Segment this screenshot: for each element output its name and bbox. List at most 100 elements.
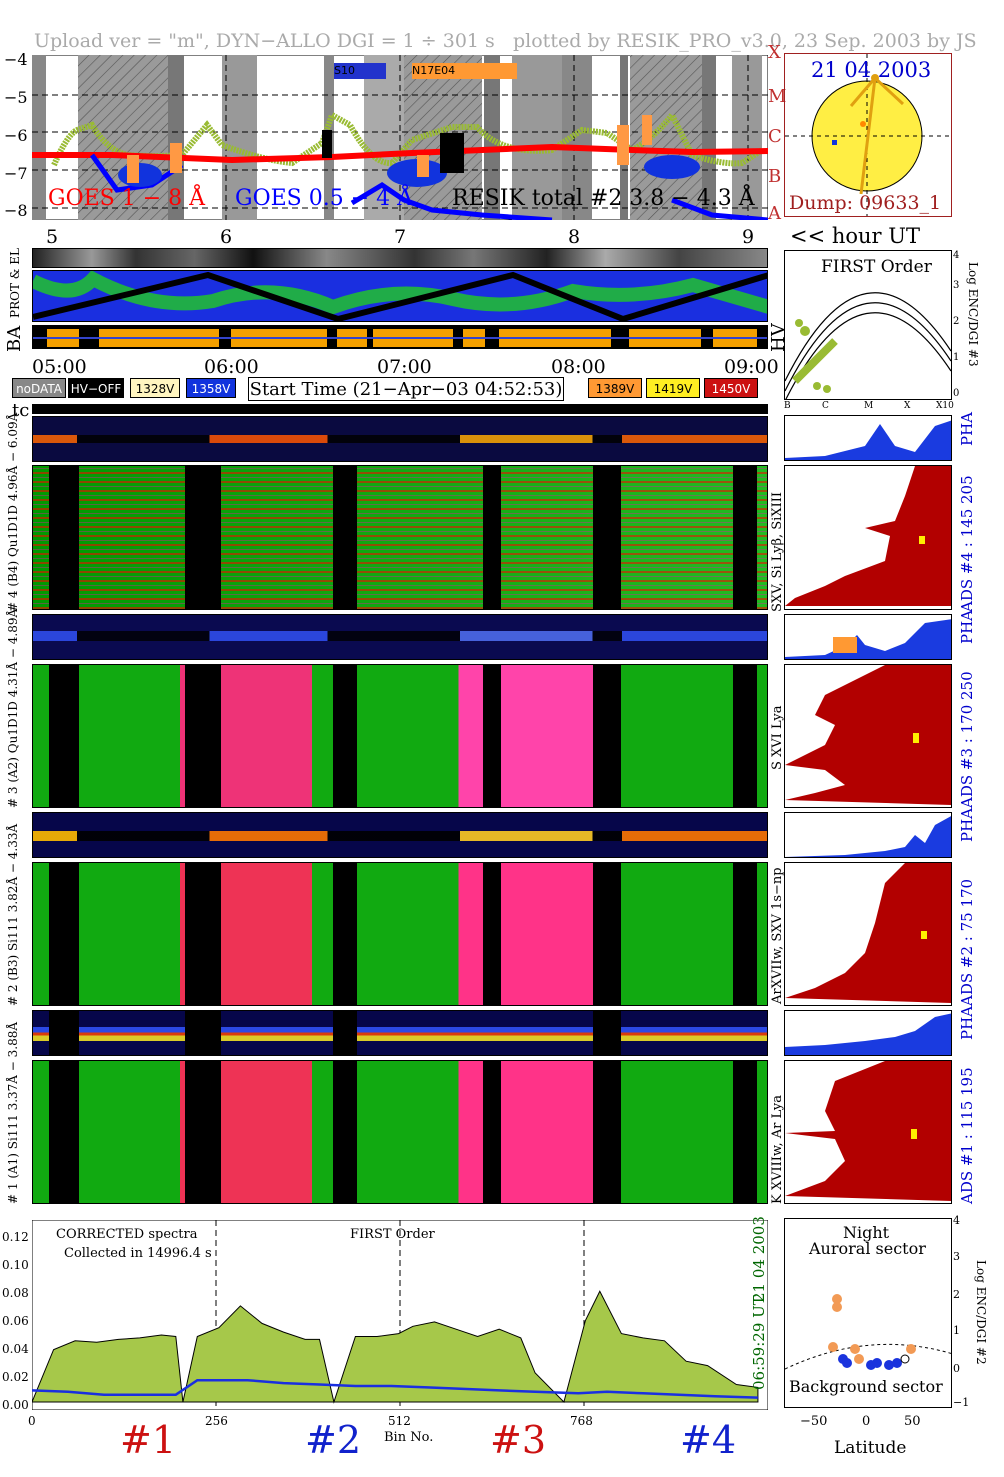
channel-lines-ch4: SXV, Si Lyβ, SiXIII xyxy=(770,492,785,612)
first-order-ytick: 4 xyxy=(953,250,960,261)
pha-hist-ch1 xyxy=(784,1010,952,1056)
auroral-xtick: −50 xyxy=(800,1414,828,1429)
spectrum-xtick: 512 xyxy=(388,1414,411,1428)
first-order-xtick: M xyxy=(864,401,874,411)
hour-tick: 7 xyxy=(394,226,407,248)
ads-label-ch1: ADS #1 : 115 195 xyxy=(958,1067,976,1204)
auroral-xtick: 0 xyxy=(862,1414,871,1429)
tc-strip xyxy=(32,404,768,414)
spectrogram-ch1 xyxy=(32,1060,768,1204)
class-letter: B xyxy=(768,166,782,187)
goes-ytick: −6 xyxy=(4,126,28,145)
sun-disk xyxy=(785,54,951,216)
legend-1358v: 1358V xyxy=(186,378,236,398)
pha-label-ch1: PHA xyxy=(958,1005,976,1040)
spectrum-ytick: 0.12 xyxy=(2,1230,29,1244)
auroral-xtick: 50 xyxy=(904,1414,921,1429)
spectrum-ytick: 0.06 xyxy=(2,1314,29,1328)
ba-strip xyxy=(32,325,768,349)
legend-1419v: 1419V xyxy=(646,378,700,398)
ads-label-ch4: ADS #4 : 145 205 xyxy=(958,475,976,612)
auroral-plot xyxy=(785,1294,951,1370)
pha-hist-ch3-plot xyxy=(785,619,951,659)
goes-ytick: −5 xyxy=(4,88,28,107)
background-sector-label: Background sector xyxy=(789,1377,943,1396)
goes-legend-n: N17E04 xyxy=(412,64,456,77)
first-order-xtick: X xyxy=(904,401,911,411)
spectrum-ytick: 0.04 xyxy=(2,1342,29,1356)
legend-1450v: 1450V xyxy=(704,378,758,398)
ads-hist-ch2-plot xyxy=(785,863,951,1003)
channel-label-ch3: # 3 (A2) Qu1D1D 4.31Å − 4.89Å xyxy=(6,608,20,808)
hour-tick: 5 xyxy=(46,226,59,248)
time-tick: 06:00 xyxy=(204,356,259,378)
ads-hist-ch3-plot xyxy=(785,665,951,805)
header-right: plotted by RESIK_PRO_v3.0, 23 Sep. 2003 … xyxy=(513,30,977,52)
auroral-ytick: −1 xyxy=(953,1396,970,1409)
goes-1-8-label: GOES 1 − 8 Å xyxy=(48,186,206,211)
spectrogram-ch3 xyxy=(32,664,768,808)
channel-label-ch1: # 1 (A1) Si111 3.37Å − 3.88Å xyxy=(6,1021,20,1204)
channel-number-4: #4 xyxy=(680,1418,737,1462)
pha-hist-ch2 xyxy=(784,812,952,858)
class-letter: A xyxy=(768,203,781,224)
auroral-xlabel: Latitude xyxy=(834,1438,907,1458)
prot-strip xyxy=(32,270,768,322)
channel-lines-ch3: S XVI Lya xyxy=(770,705,785,770)
time-tick: 05:00 xyxy=(32,356,87,378)
first-order-ytick: 0 xyxy=(953,388,960,399)
first-order-ytick: 1 xyxy=(953,352,960,363)
legend-1389v: 1389V xyxy=(588,378,642,398)
spectrum-plot xyxy=(32,1220,768,1410)
channel-lines-ch2: ArXVIIw, SXV 1s−np xyxy=(770,867,785,1004)
spectrum-date: 21 04 2003 xyxy=(750,1216,768,1302)
spectrum-series-corrected xyxy=(32,1290,759,1404)
tc-label: tc xyxy=(12,400,30,421)
pha-strip-ch2 xyxy=(32,812,768,858)
first-order-plot xyxy=(785,292,951,399)
goes-plot xyxy=(32,55,768,220)
auroral-night: Night xyxy=(843,1223,890,1242)
hour-tick: 9 xyxy=(742,226,755,248)
first-order-ytick: 3 xyxy=(953,280,960,291)
spectrogram-ch4 xyxy=(32,465,768,610)
channel-label-ch2: # 2 (B3) Si111 3.82Å − 4.33Å xyxy=(6,823,20,1006)
sun-date: 21 04 2003 xyxy=(811,58,932,82)
pha-label-ch2: PHA xyxy=(958,807,976,842)
channel-lines-ch1: K XVIIIw, Ar Lya xyxy=(770,1095,785,1204)
channel-number-2: #2 xyxy=(305,1418,362,1462)
first-order-ytick: 2 xyxy=(953,316,960,327)
auroral-sector-label: Auroral sector xyxy=(809,1239,926,1258)
pha-hist-ch2-plot xyxy=(785,816,951,857)
auroral-ytick: 3 xyxy=(953,1250,960,1263)
first-order-xtick: B xyxy=(784,401,791,411)
ads-hist-ch3 xyxy=(784,664,952,808)
auroral-ylabel: Log ENC/DGI #2 xyxy=(974,1260,988,1365)
spectrum-note-corrected: CORRECTED spectra xyxy=(56,1227,198,1242)
start-time: Start Time (21−Apr−03 04:52:53) xyxy=(248,377,564,401)
spectrogram-ch2 xyxy=(32,862,768,1006)
class-letter: X xyxy=(768,42,781,63)
header-left: Upload ver = "m", DYN−ALLO DGI = 1 ÷ 301… xyxy=(34,30,495,52)
hour-tick: 6 xyxy=(220,226,233,248)
ads-label-ch2: ADS #2 : 75 170 xyxy=(958,878,976,1006)
ads-hist-ch4-plot xyxy=(785,466,951,606)
spectrum-ytick: 0.08 xyxy=(2,1286,29,1300)
channel-number-3: #3 xyxy=(490,1418,547,1462)
legend-hvoff: HV−OFF xyxy=(68,378,124,398)
sun-panel: 21 04 2003 Dump: 09633_1 xyxy=(784,53,952,217)
auroral-ytick: 0 xyxy=(953,1362,960,1375)
pha-hist-ch1-plot xyxy=(785,1013,951,1055)
el-strip xyxy=(32,248,768,268)
class-letter: M xyxy=(768,86,787,107)
pha-hist-ch3 xyxy=(784,614,952,660)
pha-strip-ch1 xyxy=(32,1010,768,1056)
channel-label-ch4: # 4 (B4) Qu1D1D 4.96Å − 6.09Å xyxy=(6,412,20,612)
prot-track xyxy=(33,271,767,321)
spectrum-xtick: 0 xyxy=(28,1414,36,1428)
first-order-xtick: X10 xyxy=(936,401,954,411)
goes-ytick: −7 xyxy=(4,164,28,183)
goes-05-4-label: GOES 0.5 − 4 Å xyxy=(235,186,414,211)
channel-number-1: #1 xyxy=(120,1418,177,1462)
first-order-panel: FIRST Order xyxy=(784,250,952,400)
